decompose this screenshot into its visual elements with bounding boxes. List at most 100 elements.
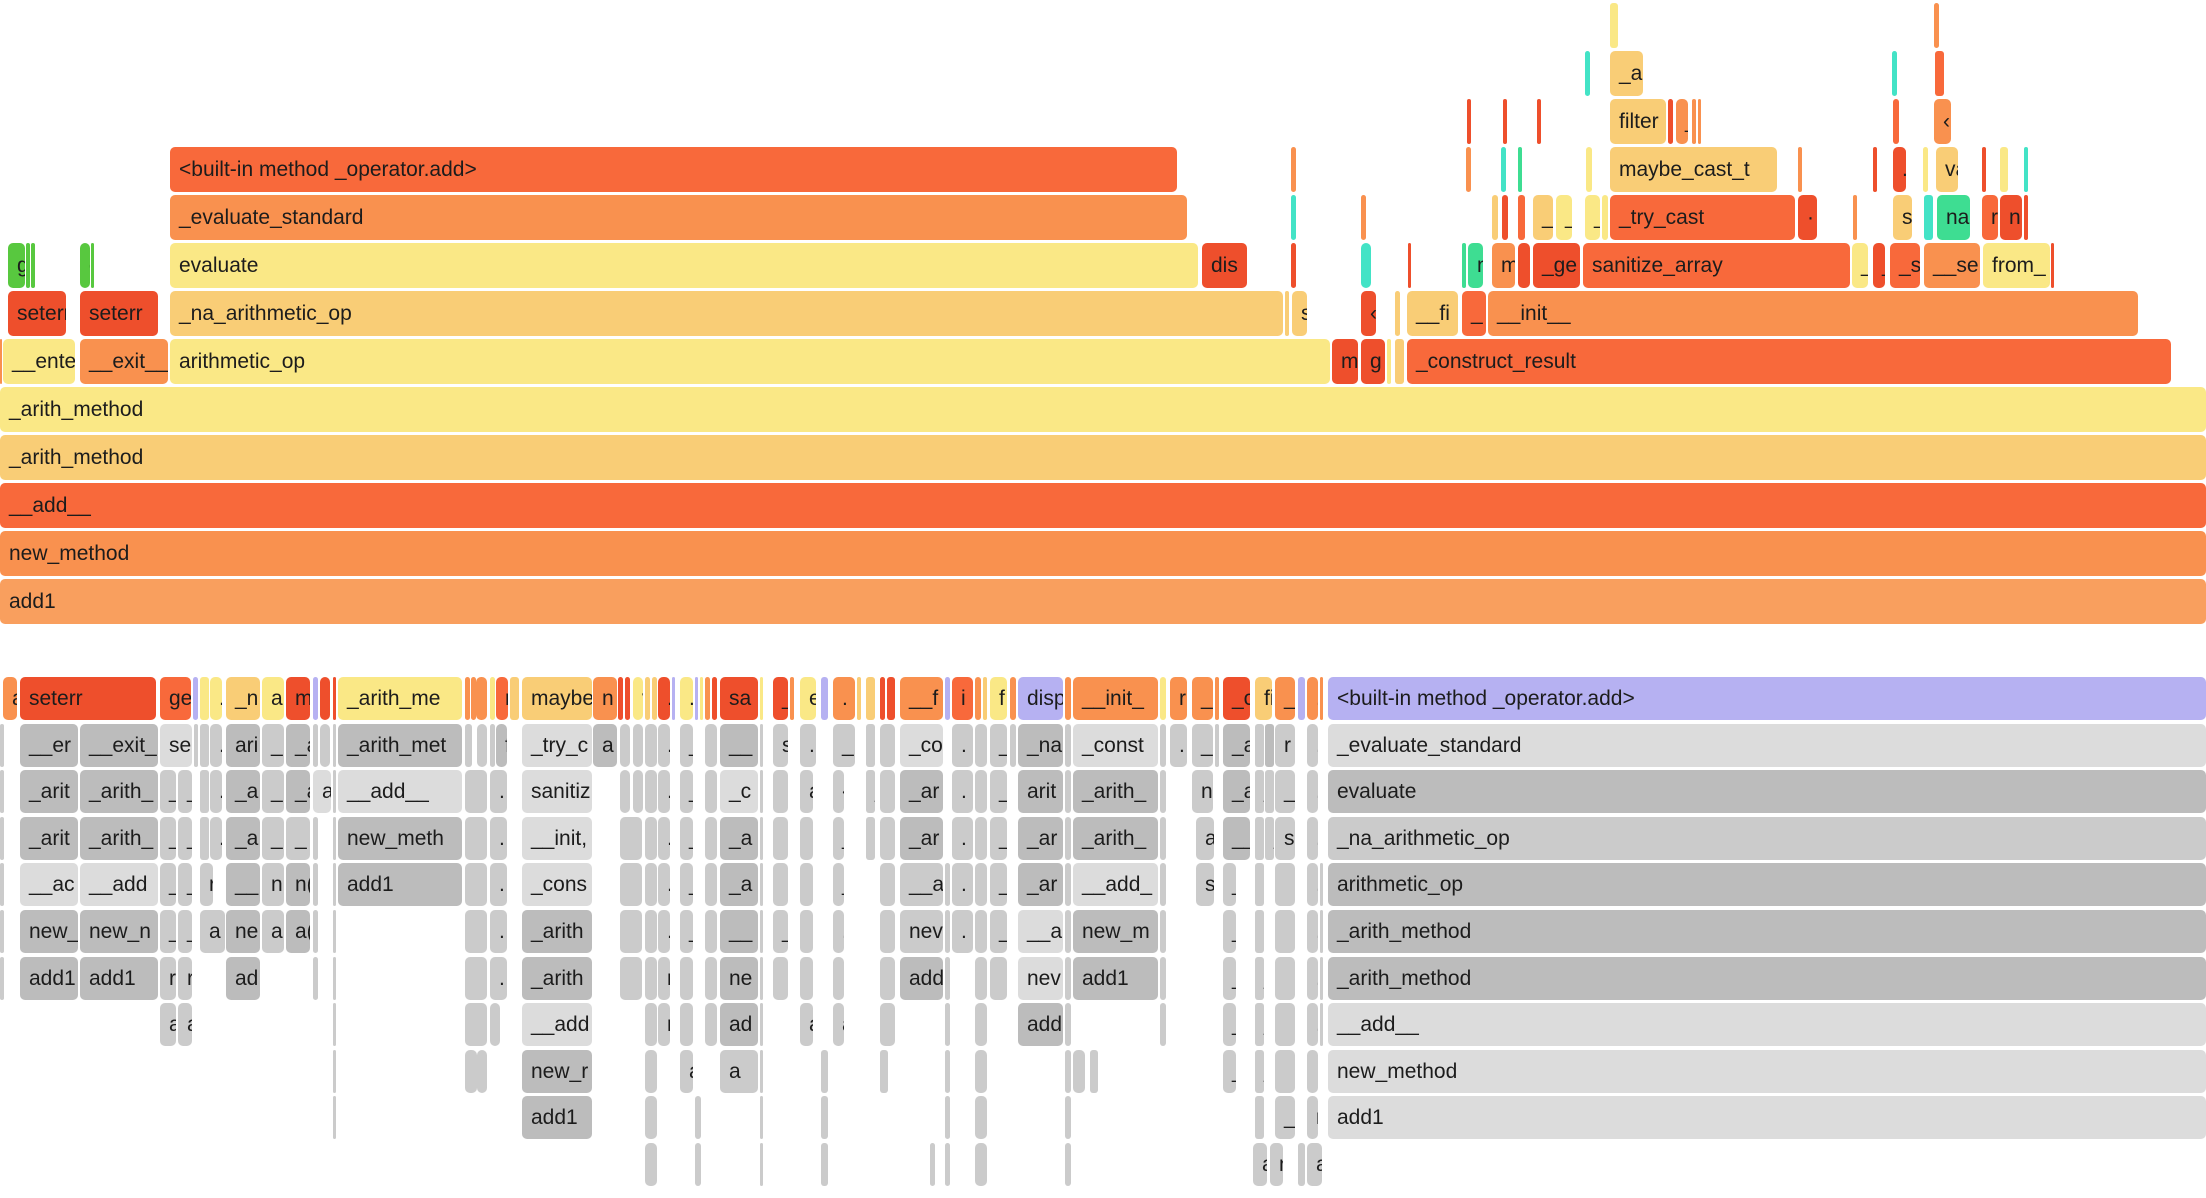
flame-segment[interactable]	[975, 910, 987, 953]
flame-segment[interactable]: _	[262, 723, 284, 767]
flame-segment[interactable]: fi	[1255, 677, 1272, 720]
flame-segment[interactable]	[620, 770, 630, 814]
flame-segment[interactable]	[1698, 99, 1701, 144]
flame-segment[interactable]: .	[833, 910, 844, 953]
flame-segment[interactable]: new_n	[80, 910, 158, 953]
flame-segment[interactable]: __	[720, 723, 758, 767]
flame-segment[interactable]: .	[658, 723, 670, 767]
flame-segment[interactable]: va	[1936, 147, 1958, 192]
flame-segment[interactable]	[705, 723, 717, 767]
flame-segment[interactable]	[313, 723, 318, 767]
flame-segment[interactable]: .	[866, 816, 875, 860]
flame-segment[interactable]	[880, 863, 895, 907]
flame-segment[interactable]: _arit	[20, 816, 78, 860]
flame-segment[interactable]	[760, 723, 763, 767]
flame-segment[interactable]	[1320, 910, 1323, 953]
flame-segment[interactable]: .	[1307, 956, 1318, 1000]
flame-segment[interactable]: _	[1255, 770, 1264, 814]
flame-segment[interactable]: from_	[1983, 243, 2050, 288]
flame-segment[interactable]	[1275, 1049, 1295, 1093]
flame-segment[interactable]	[645, 1003, 657, 1047]
flame-segment[interactable]: _	[1223, 956, 1236, 1000]
flame-segment[interactable]	[0, 339, 2, 384]
flame-segment[interactable]: _	[1255, 1049, 1264, 1093]
flame-segment[interactable]	[1275, 1003, 1295, 1047]
flame-segment[interactable]: _ar	[1018, 816, 1063, 860]
flame-segment[interactable]: _arith_me	[338, 677, 462, 720]
flame-segment[interactable]: r	[200, 863, 213, 907]
flame-segment[interactable]	[1010, 723, 1016, 767]
flame-segment[interactable]	[975, 1143, 987, 1186]
flame-segment[interactable]	[880, 910, 895, 953]
flame-segment[interactable]	[760, 770, 763, 814]
flame-segment[interactable]: _arith_met	[338, 723, 462, 767]
flame-segment[interactable]	[652, 677, 657, 720]
flame-segment[interactable]: se	[160, 723, 192, 767]
flame-segment[interactable]	[1160, 863, 1166, 907]
flame-segment[interactable]	[1692, 99, 1696, 144]
flame-segment[interactable]	[620, 956, 642, 1000]
flame-segment[interactable]	[1090, 1049, 1098, 1093]
flame-segment[interactable]: __	[1223, 816, 1250, 860]
flame-segment[interactable]	[0, 956, 4, 1000]
flame-segment[interactable]: a	[262, 910, 284, 953]
flame-segment[interactable]: __init,	[522, 816, 592, 860]
flame-segment[interactable]	[26, 243, 30, 288]
flame-segment[interactable]: _	[178, 863, 192, 907]
flame-segment[interactable]: .	[490, 770, 507, 814]
flame-segment[interactable]: seterr	[20, 677, 156, 720]
flame-segment[interactable]: _	[1223, 1049, 1236, 1093]
flame-segment[interactable]: .	[490, 816, 507, 860]
flame-segment[interactable]	[945, 1003, 950, 1047]
flame-segment[interactable]	[91, 243, 94, 288]
flame-segment[interactable]	[1492, 195, 1498, 240]
flame-segment[interactable]	[465, 956, 487, 1000]
flame-segment[interactable]: .	[1170, 723, 1187, 767]
flame-segment[interactable]: _	[680, 816, 693, 860]
flame-segment[interactable]: __	[720, 910, 758, 953]
flame-segment[interactable]: _arith_	[1073, 770, 1158, 814]
flame-segment[interactable]: r	[160, 956, 176, 1000]
flame-segment[interactable]	[800, 910, 813, 953]
flame-segment[interactable]: a	[593, 723, 617, 767]
flame-segment[interactable]: __exit_	[80, 723, 158, 767]
flame-segment[interactable]: _ge	[1533, 243, 1580, 288]
flame-segment[interactable]: _	[1676, 99, 1688, 144]
flame-segment[interactable]: _evaluate_standard	[170, 195, 1187, 240]
flame-segment[interactable]	[1935, 51, 1944, 96]
flame-segment[interactable]	[645, 723, 657, 767]
flame-segment[interactable]	[945, 677, 950, 720]
flame-segment[interactable]	[620, 863, 642, 907]
flame-segment[interactable]	[760, 910, 763, 953]
flame-segment[interactable]	[760, 1143, 763, 1186]
flame-segment[interactable]	[333, 770, 336, 814]
flame-segment[interactable]: ne	[720, 956, 758, 1000]
flame-segment[interactable]: _co	[900, 723, 943, 767]
flame-segment[interactable]	[1982, 147, 1986, 192]
flame-segment[interactable]: a	[833, 1003, 844, 1047]
flame-segment[interactable]: _arit	[20, 770, 78, 814]
flame-segment[interactable]: .	[866, 723, 875, 767]
flame-segment[interactable]: _	[833, 816, 844, 860]
flame-segment[interactable]	[333, 816, 336, 860]
flame-segment[interactable]: a	[720, 1049, 758, 1093]
flame-segment[interactable]: _	[286, 816, 310, 860]
flame-segment[interactable]	[680, 956, 693, 1000]
flame-segment[interactable]: s	[1255, 910, 1264, 953]
flame-segment[interactable]	[313, 863, 318, 907]
flame-segment[interactable]	[705, 910, 717, 953]
flame-segment[interactable]	[700, 677, 703, 720]
flame-segment[interactable]: __	[226, 863, 260, 907]
flame-segment[interactable]	[0, 770, 4, 814]
flame-segment[interactable]	[1065, 1049, 1071, 1093]
flame-segment[interactable]	[333, 910, 336, 953]
flame-segment[interactable]: disp	[1018, 677, 1063, 720]
flame-segment[interactable]: _arith	[522, 956, 592, 1000]
flame-segment[interactable]: .	[1395, 339, 1404, 384]
flame-segment[interactable]	[620, 723, 630, 767]
flame-segment[interactable]: __add__	[338, 770, 462, 814]
flame-segment[interactable]: .	[952, 723, 973, 767]
flame-segment[interactable]: arit	[1018, 770, 1063, 814]
flame-segment[interactable]: .	[210, 723, 222, 767]
flame-segment[interactable]: add1	[20, 956, 78, 1000]
